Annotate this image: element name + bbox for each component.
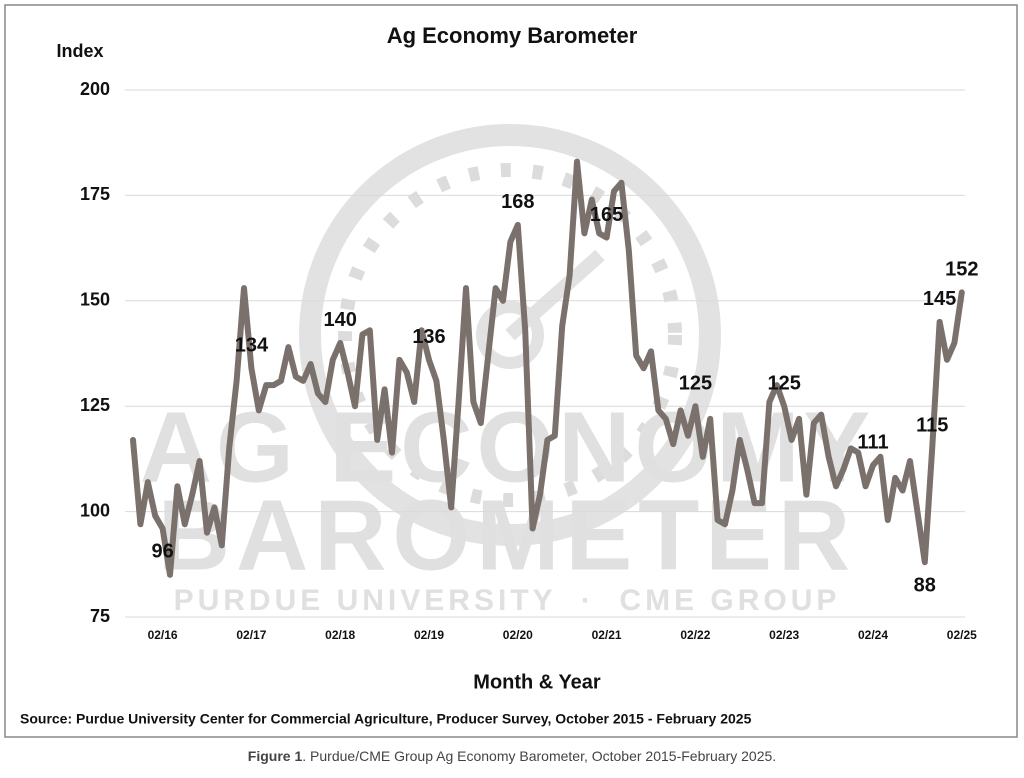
- watermark-text: BAROMETER: [158, 479, 856, 591]
- y-tick-label: 175: [80, 184, 110, 204]
- data-label: 88: [914, 574, 936, 596]
- x-tick-label: 02/24: [858, 628, 888, 642]
- data-label: 165: [590, 204, 623, 226]
- data-label: 140: [324, 309, 357, 331]
- caption-label: Figure 1: [248, 748, 303, 764]
- y-tick-label: 200: [80, 79, 110, 99]
- data-label: 134: [235, 335, 269, 357]
- x-tick-label: 02/21: [592, 628, 622, 642]
- x-tick-label: 02/22: [680, 628, 710, 642]
- data-label: 152: [945, 259, 978, 281]
- data-label: 136: [412, 326, 445, 348]
- x-tick-label: 02/19: [414, 628, 444, 642]
- caption-text: . Purdue/CME Group Ag Economy Barometer,…: [302, 748, 776, 764]
- y-tick-label: 150: [80, 290, 110, 310]
- data-label: 125: [768, 372, 801, 394]
- x-tick-label: 02/20: [503, 628, 533, 642]
- x-tick-label: 02/18: [325, 628, 355, 642]
- y-tick-label: 75: [90, 606, 110, 626]
- data-label: 125: [679, 372, 712, 394]
- figure-caption: Figure 1. Purdue/CME Group Ag Economy Ba…: [248, 748, 776, 764]
- data-label: 111: [857, 432, 888, 454]
- x-tick-label: 02/17: [236, 628, 266, 642]
- x-tick-label: 02/16: [148, 628, 178, 642]
- watermark-gauge: [299, 124, 721, 546]
- watermark-text: PURDUE UNIVERSITY · CME GROUP: [174, 584, 841, 617]
- x-axis-label: Month & Year: [473, 671, 601, 693]
- data-line: [130, 158, 965, 578]
- data-label: 168: [501, 191, 534, 213]
- chart-title: Ag Economy Barometer: [387, 23, 638, 48]
- y-tick-label: 125: [80, 395, 110, 415]
- x-tick-label: 02/23: [769, 628, 799, 642]
- y-tick-label: 100: [80, 500, 110, 520]
- data-label: 96: [151, 541, 173, 563]
- y-axis-label: Index: [56, 41, 103, 61]
- data-label: 145: [923, 288, 956, 310]
- source-note: Source: Purdue University Center for Com…: [20, 711, 752, 727]
- data-label: 115: [916, 415, 948, 437]
- x-tick-label: 02/25: [947, 628, 977, 642]
